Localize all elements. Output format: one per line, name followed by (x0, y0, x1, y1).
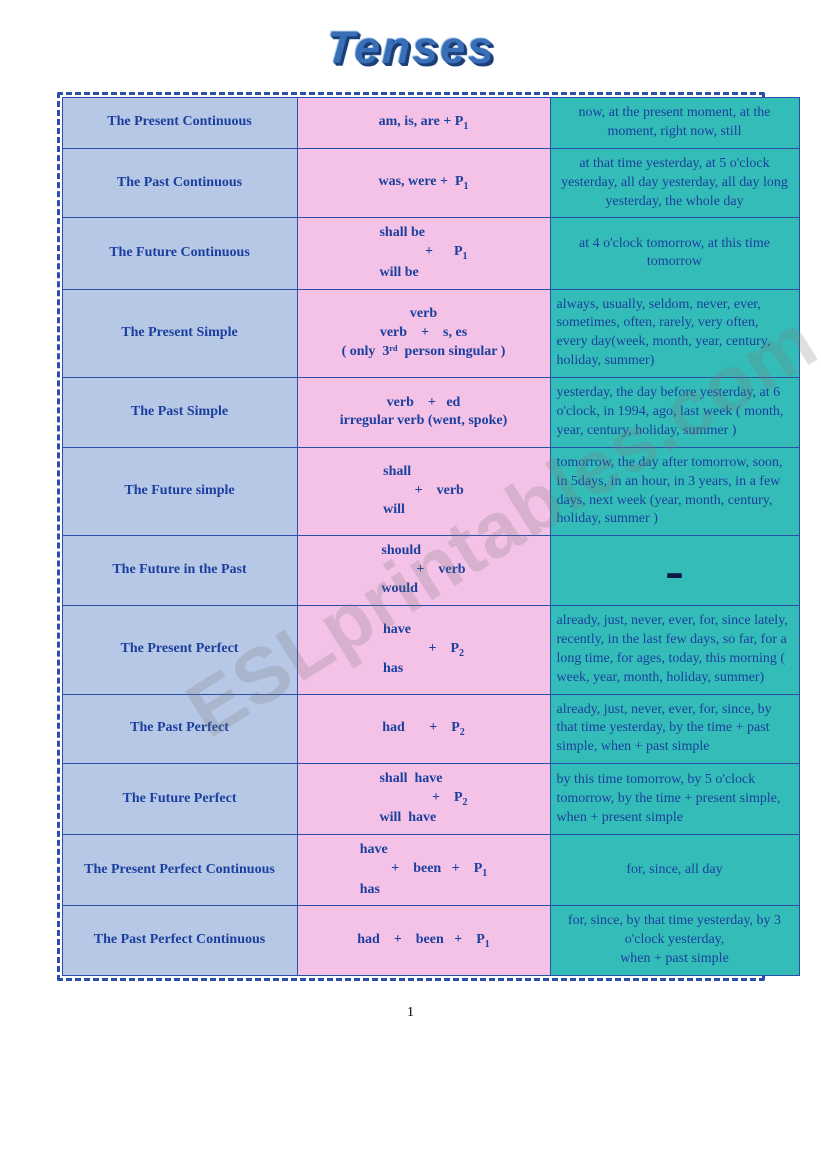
tense-form: have + P2has (297, 606, 550, 695)
table-row: The Present Perfect Continuoushave + bee… (62, 835, 799, 906)
table-row: The Future Perfectshall have + P2will ha… (62, 764, 799, 835)
tense-signals: tomorrow, the day after tomorrow, soon, … (550, 447, 799, 536)
tense-name: The Present Continuous (62, 98, 297, 149)
tense-form: verbverb + s, es( only 3ʳᵈ person singul… (297, 289, 550, 378)
tense-name: The Future Perfect (62, 764, 297, 835)
page-title: Tenses (324, 21, 498, 74)
tenses-table: The Present Continuousam, is, are + P1no… (62, 97, 800, 976)
tense-name: The Past Simple (62, 378, 297, 448)
tense-signals: now, at the present moment, at the momen… (550, 98, 799, 149)
tense-form: had + been + P1 (297, 906, 550, 976)
tense-name: The Past Perfect (62, 694, 297, 764)
table-row: The Past Continuouswas, were + P1at that… (62, 148, 799, 218)
table-row: The Past Simpleverb + edirregular verb (… (62, 378, 799, 448)
tense-name: The Future in the Past (62, 536, 297, 606)
tense-name: The Past Continuous (62, 148, 297, 218)
tense-form: shall have + P2will have (297, 764, 550, 835)
tense-form: shall be + P1will be (297, 218, 550, 289)
table-row: The Future in the Pastshould + verbwould… (62, 536, 799, 606)
table-row: The Present Perfecthave + P2hasalready, … (62, 606, 799, 695)
tense-signals: always, usually, seldom, never, ever, so… (550, 289, 799, 378)
tense-name: The Present Perfect Continuous (62, 835, 297, 906)
table-border: The Present Continuousam, is, are + P1no… (57, 92, 765, 981)
tense-name: The Present Simple (62, 289, 297, 378)
tense-form: am, is, are + P1 (297, 98, 550, 149)
page-number: 1 (0, 1005, 821, 1021)
tense-form: verb + edirregular verb (went, spoke) (297, 378, 550, 448)
tense-form: had + P2 (297, 694, 550, 764)
tense-signals: already, just, never, ever, for, since, … (550, 694, 799, 764)
tense-signals: at 4 o'clock tomorrow, at this time tomo… (550, 218, 799, 289)
table-row: The Past Perfecthad + P2already, just, n… (62, 694, 799, 764)
tense-form: was, were + P1 (297, 148, 550, 218)
table-row: The Present Simpleverbverb + s, es( only… (62, 289, 799, 378)
table-row: The Future simpleshall + verbwilltomorro… (62, 447, 799, 536)
tense-signals: yesterday, the day before yesterday, at … (550, 378, 799, 448)
tense-form: should + verbwould (297, 536, 550, 606)
tense-name: The Future Continuous (62, 218, 297, 289)
tense-form: have + been + P1has (297, 835, 550, 906)
tense-signals: for, since, by that time yesterday, by 3… (550, 906, 799, 976)
tense-name: The Present Perfect (62, 606, 297, 695)
tense-form: shall + verbwill (297, 447, 550, 536)
tense-name: The Future simple (62, 447, 297, 536)
tense-signals: by this time tomorrow, by 5 o'clock tomo… (550, 764, 799, 835)
tense-signals: already, just, never, ever, for, since l… (550, 606, 799, 695)
title-container: Tenses (0, 20, 821, 74)
tense-signals: - (550, 536, 799, 606)
tense-name: The Past Perfect Continuous (62, 906, 297, 976)
table-row: The Past Perfect Continuoushad + been + … (62, 906, 799, 976)
table-row: The Present Continuousam, is, are + P1no… (62, 98, 799, 149)
tense-signals: for, since, all day (550, 835, 799, 906)
table-row: The Future Continuousshall be + P1will b… (62, 218, 799, 289)
tense-signals: at that time yesterday, at 5 o'clock yes… (550, 148, 799, 218)
page: Tenses ESLprintables.com The Present Con… (0, 0, 821, 1169)
